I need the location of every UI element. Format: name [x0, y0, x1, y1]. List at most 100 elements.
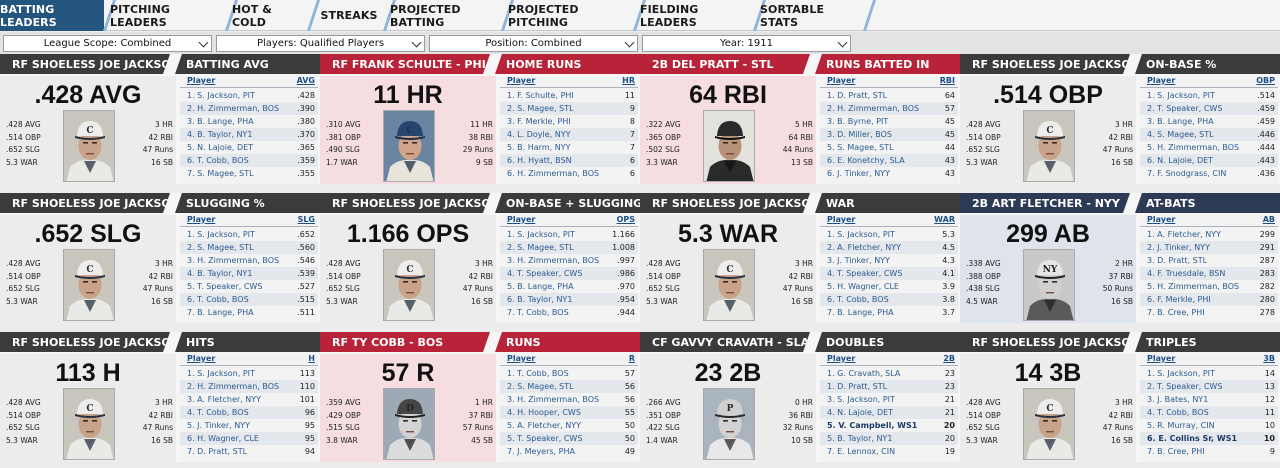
table-row[interactable]: 6. N. Lajoie, DET .443 — [1140, 154, 1278, 167]
column-header-player[interactable]: Player — [507, 354, 536, 363]
table-row[interactable]: 5. R. Murray, CIN 10 — [1140, 419, 1278, 432]
table-row[interactable]: 2. S. Magee, STL 56 — [500, 380, 638, 393]
player-link[interactable]: 1. S. Jackson, PIT — [187, 230, 255, 239]
player-link[interactable]: 4. B. Taylor, NY1 — [187, 130, 253, 139]
table-row[interactable]: 6. H. Zimmerman, BOS 6 — [500, 167, 638, 180]
table-row[interactable]: 1. S. Jackson, PIT 113 — [180, 367, 318, 380]
player-link[interactable]: 6. B. Taylor, NY1 — [507, 295, 573, 304]
player-photo[interactable]: C — [703, 249, 755, 321]
leader-name[interactable]: RF SHOELESS JOE JACKSON - PIT — [12, 335, 170, 349]
leader-header[interactable]: RF SHOELESS JOE JACKSON - PIT — [960, 332, 1130, 352]
player-link[interactable]: 6. T. Cobb, BOS — [187, 295, 249, 304]
table-row[interactable]: 1. D. Pratt, STL 23 — [820, 380, 958, 393]
player-link[interactable]: 2. S. Magee, STL — [507, 382, 574, 391]
player-link[interactable]: 3. H. Zimmerman, BOS — [507, 256, 600, 265]
table-row[interactable]: 7. E. Lennox, CIN 19 — [820, 445, 958, 458]
player-link[interactable]: 5. J. Tinker, NYY — [187, 421, 250, 430]
player-link[interactable]: 5. H. Zimmerman, BOS — [1147, 282, 1240, 291]
table-row[interactable]: 5. J. Tinker, NYY 95 — [180, 419, 318, 432]
table-row[interactable]: 6. F. Merkle, PHI 280 — [1140, 293, 1278, 306]
player-link[interactable]: 1. S. Jackson, PIT — [1147, 369, 1215, 378]
tab-projected-pitching[interactable]: PROJECTED PITCHING — [508, 0, 634, 31]
player-link[interactable]: 2. T. Speaker, CWS — [1147, 382, 1223, 391]
table-row[interactable]: 5. S. Magee, STL 44 — [820, 141, 958, 154]
table-row[interactable]: 3. F. Merkle, PHI 8 — [500, 115, 638, 128]
player-link[interactable]: 5. N. Lajoie, DET — [187, 143, 254, 152]
leader-name[interactable]: RF SHOELESS JOE JACKSON - PIT — [12, 196, 170, 210]
table-row[interactable]: 6. H. Hyatt, BSN 6 — [500, 154, 638, 167]
player-link[interactable]: 2. T. Speaker, CWS — [1147, 104, 1223, 113]
table-row[interactable]: 6. T. Cobb, BOS 3.8 — [820, 293, 958, 306]
player-photo[interactable]: NY — [1023, 249, 1075, 321]
leader-header[interactable]: CF GAVVY CRAVATH - SLA — [640, 332, 810, 352]
player-link[interactable]: 6. F. Merkle, PHI — [1147, 295, 1211, 304]
table-row[interactable]: 3. S. Jackson, PIT 21 — [820, 393, 958, 406]
table-row[interactable]: 4. F. Truesdale, BSN 283 — [1140, 267, 1278, 280]
table-row[interactable]: 7. F. Snodgrass, CIN .436 — [1140, 167, 1278, 180]
table-row[interactable]: 1. A. Fletcher, NYY 299 — [1140, 228, 1278, 241]
table-row[interactable]: 3. A. Fletcher, NYY 101 — [180, 393, 318, 406]
table-row[interactable]: 2. T. Speaker, CWS 13 — [1140, 380, 1278, 393]
player-link[interactable]: 6. T. Cobb, BOS — [827, 295, 889, 304]
player-link[interactable]: 3. J. Tinker, NYY — [827, 256, 890, 265]
player-photo[interactable]: C — [383, 249, 435, 321]
table-row[interactable]: 1. S. Jackson, PIT 5.3 — [820, 228, 958, 241]
leader-header[interactable]: RF SHOELESS JOE JACKSON - PIT — [0, 193, 170, 213]
player-link[interactable]: 7. B. Cree, PHI — [1147, 447, 1205, 456]
column-header-player[interactable]: Player — [187, 215, 216, 224]
player-photo[interactable]: C — [1023, 110, 1075, 182]
table-row[interactable]: 5. A. Fletcher, NYY 50 — [500, 419, 638, 432]
leader-header[interactable]: RF SHOELESS JOE JACKSON - PIT — [960, 54, 1130, 74]
player-link[interactable]: 6. H. Hyatt, BSN — [507, 156, 572, 165]
column-header-player[interactable]: Player — [187, 76, 216, 85]
player-link[interactable]: 7. E. Lennox, CIN — [827, 447, 896, 456]
table-row[interactable]: 5. H. Zimmerman, BOS 282 — [1140, 280, 1278, 293]
player-link[interactable]: 1. A. Fletcher, NYY — [1147, 230, 1221, 239]
player-link[interactable]: 3. H. Zimmerman, BOS — [187, 256, 280, 265]
table-row[interactable]: 5. B. Lange, PHA .970 — [500, 280, 638, 293]
player-link[interactable]: 1. S. Jackson, PIT — [187, 91, 255, 100]
players-dropdown[interactable]: Players: Qualified Players — [216, 35, 425, 52]
player-link[interactable]: 4. B. Taylor, NY1 — [187, 269, 253, 278]
player-link[interactable]: 4. T. Speaker, CWS — [507, 269, 583, 278]
player-link[interactable]: 2. S. Magee, STL — [187, 243, 254, 252]
table-row[interactable]: 7. D. Pratt, STL 94 — [180, 445, 318, 458]
player-link[interactable]: 1. S. Jackson, PIT — [827, 230, 895, 239]
leader-header[interactable]: 2B ART FLETCHER - NYY — [960, 193, 1130, 213]
table-row[interactable]: 4. S. Magee, STL .446 — [1140, 128, 1278, 141]
table-row[interactable]: 6. B. Taylor, NY1 .954 — [500, 293, 638, 306]
table-row[interactable]: 3. B. Byrne, PIT 45 — [820, 115, 958, 128]
player-link[interactable]: 7. B. Lange, PHA — [827, 308, 894, 317]
player-link[interactable]: 6. T. Cobb, BOS — [187, 156, 249, 165]
player-link[interactable]: 6. J. Tinker, NYY — [827, 169, 890, 178]
player-link[interactable]: 6. E. Collins Sr, WS1 — [1147, 434, 1238, 443]
table-row[interactable]: 4. B. Taylor, NY1 .539 — [180, 267, 318, 280]
column-header-player[interactable]: Player — [1147, 354, 1176, 363]
player-link[interactable]: 1. S. Jackson, PIT — [1147, 91, 1215, 100]
player-link[interactable]: 5. R. Murray, CIN — [1147, 421, 1215, 430]
table-row[interactable]: 5. B. Harm, NYY 7 — [500, 141, 638, 154]
table-row[interactable]: 5. T. Speaker, CWS .527 — [180, 280, 318, 293]
player-link[interactable]: 4. H. Hooper, CWS — [507, 408, 581, 417]
table-row[interactable]: 3. J. Tinker, NYY 4.3 — [820, 254, 958, 267]
player-link[interactable]: 5. A. Fletcher, NYY — [507, 421, 581, 430]
tab-pitching-leaders[interactable]: PITCHING LEADERS — [110, 0, 226, 31]
player-link[interactable]: 5. B. Lange, PHA — [507, 282, 574, 291]
tab-fielding-leaders[interactable]: FIELDING LEADERS — [640, 0, 754, 31]
column-header-stat[interactable]: H — [308, 354, 315, 363]
tab-streaks[interactable]: STREAKS — [314, 0, 384, 31]
year-dropdown[interactable]: Year: 1911 — [642, 35, 851, 52]
player-link[interactable]: 3. B. Lange, PHA — [1147, 117, 1214, 126]
player-link[interactable]: 3. B. Byrne, PIT — [827, 117, 889, 126]
table-row[interactable]: 3. B. Lange, PHA .459 — [1140, 115, 1278, 128]
table-row[interactable]: 2. H. Zimmerman, BOS 57 — [820, 102, 958, 115]
leader-header[interactable]: RF SHOELESS JOE JACKSON - PIT — [320, 193, 490, 213]
leader-name[interactable]: CF GAVVY CRAVATH - SLA — [652, 335, 810, 349]
column-header-stat[interactable]: WAR — [934, 215, 955, 224]
player-link[interactable]: 7. F. Snodgrass, CIN — [1147, 169, 1227, 178]
leader-name[interactable]: RF SHOELESS JOE JACKSON - PIT — [972, 335, 1130, 349]
column-header-stat[interactable]: OPS — [616, 215, 635, 224]
table-row[interactable]: 1. S. Jackson, PIT 14 — [1140, 367, 1278, 380]
column-header-stat[interactable]: 3B — [1263, 354, 1275, 363]
player-link[interactable]: 2. H. Zimmerman, BOS — [187, 104, 280, 113]
